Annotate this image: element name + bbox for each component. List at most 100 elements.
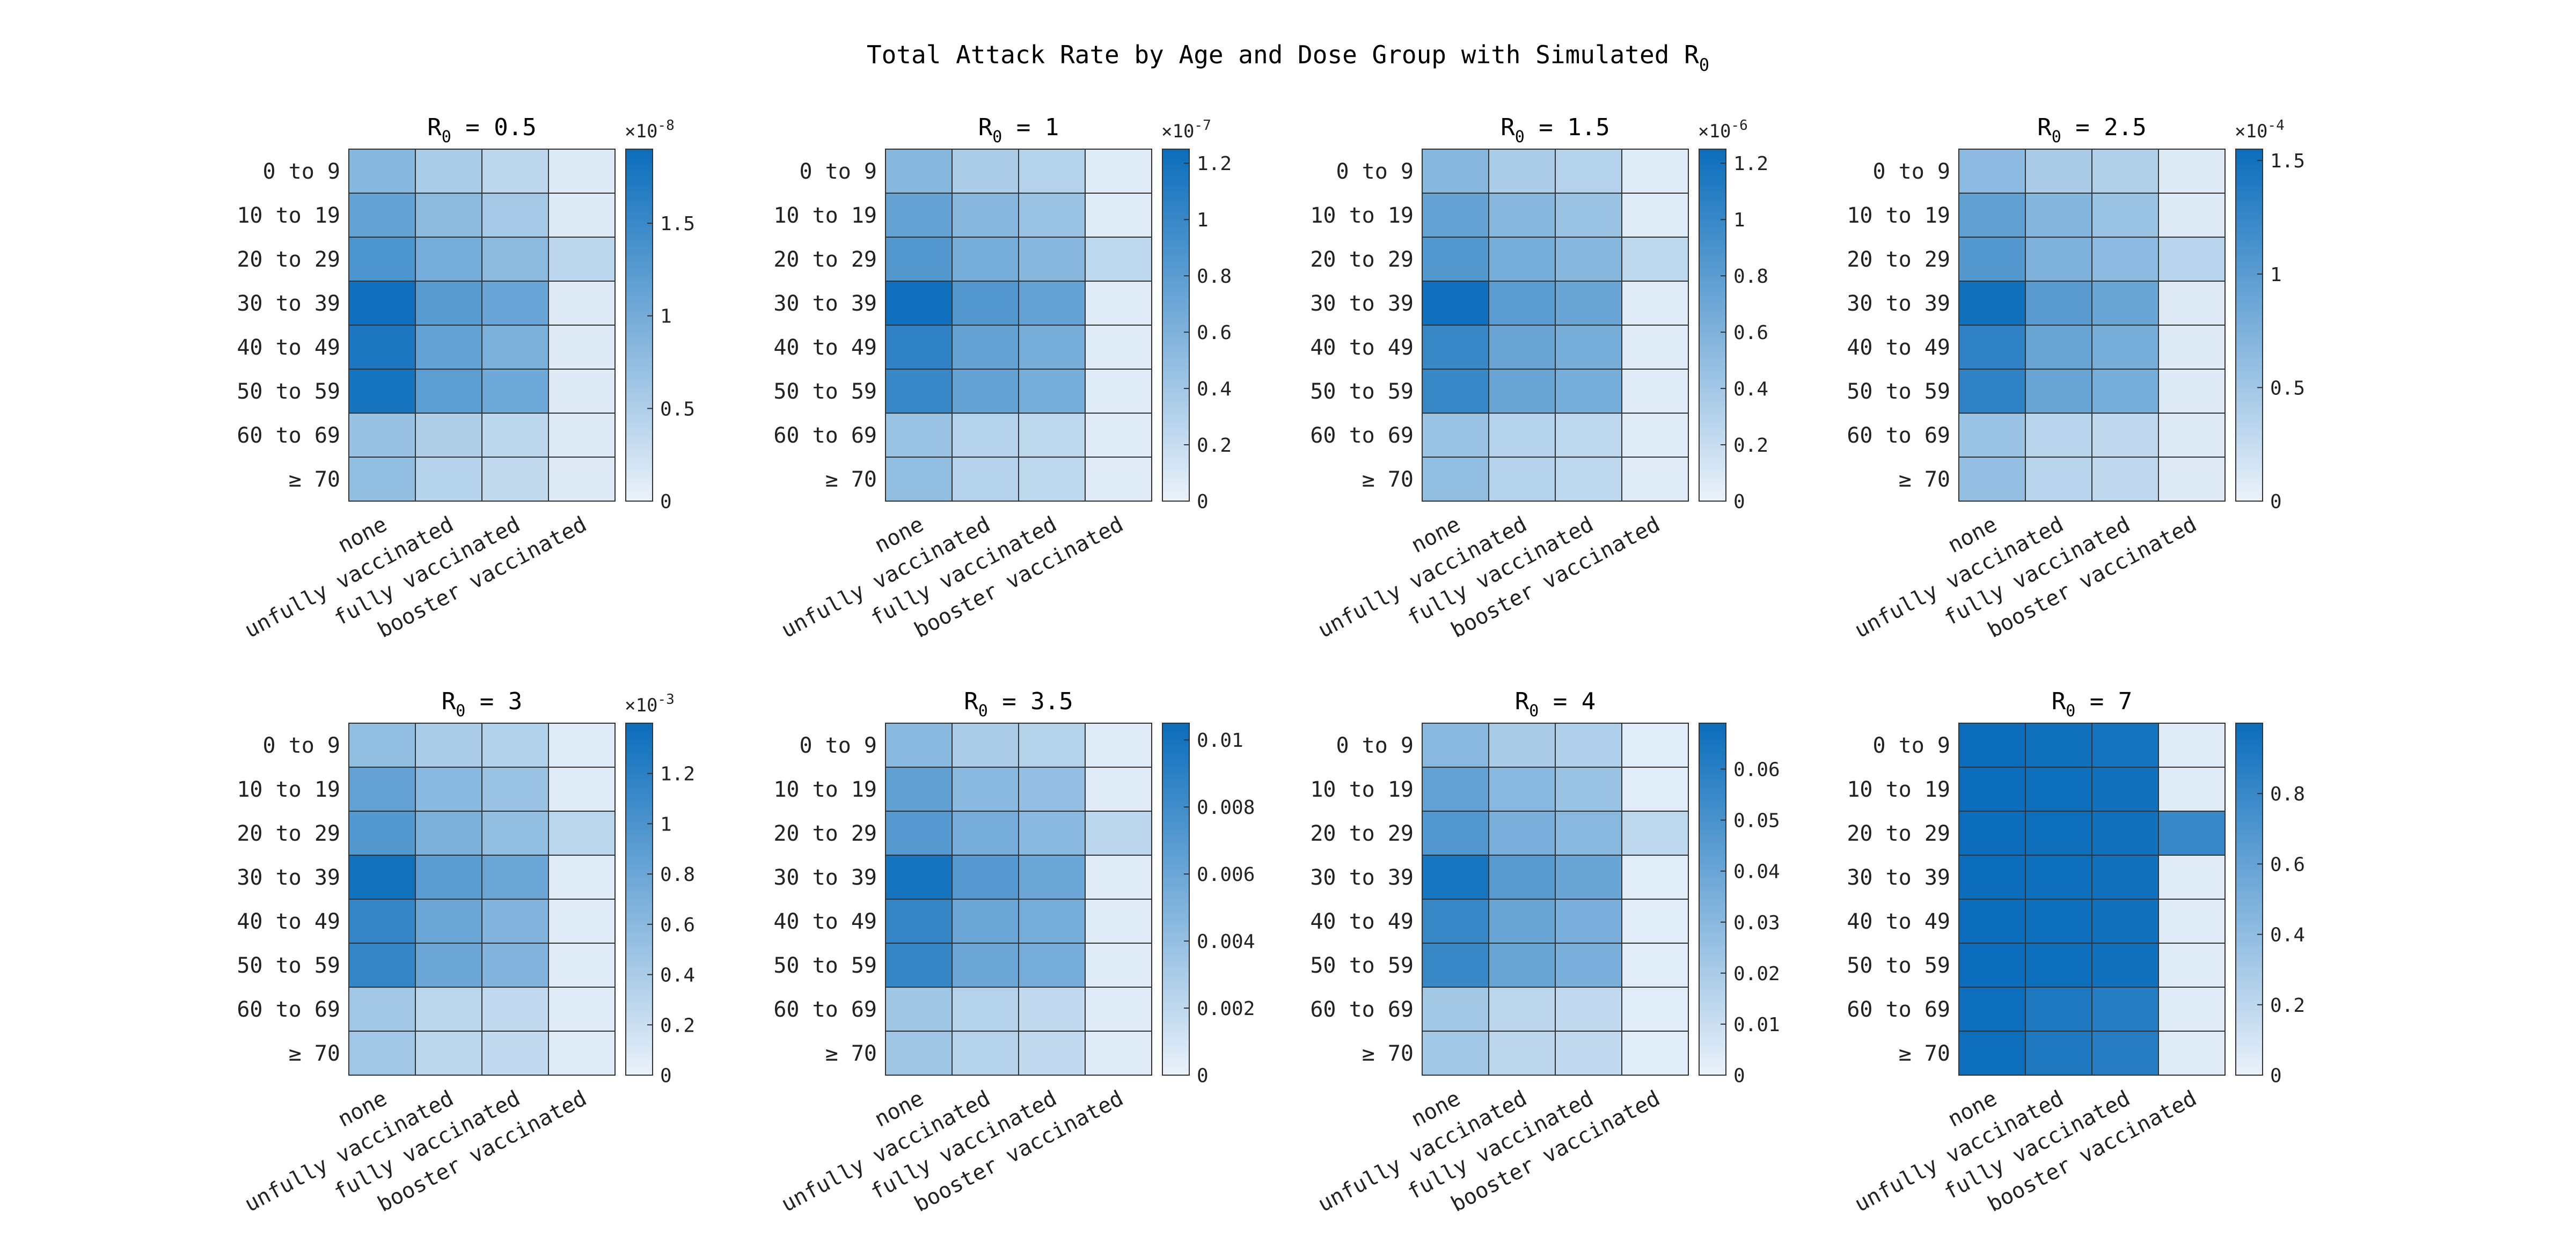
y-tick-label: 40 to 49: [1310, 909, 1414, 934]
heatmap-cell: [1488, 281, 1556, 326]
heatmap-cell: [2091, 811, 2159, 856]
heatmap-cell: [1958, 767, 2026, 812]
heatmap-cell: [2025, 281, 2092, 326]
y-tick-label: 30 to 39: [1847, 291, 1950, 316]
heatmap-cell: [548, 325, 616, 370]
colorbar: [1699, 723, 1726, 1076]
heatmap-cell: [1018, 943, 1086, 988]
heatmap-cell: [885, 855, 953, 900]
heatmap-cell: [1555, 193, 1622, 238]
heatmap-cell: [2025, 237, 2092, 282]
y-tick-label: ≥ 70: [289, 467, 340, 492]
y-tick-label: ≥ 70: [1362, 467, 1414, 492]
heatmap-cell: [348, 855, 416, 900]
heatmap-cell: [1958, 899, 2026, 944]
heatmap-cell: [1422, 149, 1489, 194]
heatmap-cell: [1488, 899, 1556, 944]
heatmap-cell: [2091, 767, 2159, 812]
heatmap-cell: [2158, 943, 2226, 988]
heatmap-cell: [548, 1031, 616, 1076]
heatmap-cell: [481, 281, 549, 326]
heatmap-cell: [2158, 193, 2226, 238]
colorbar-tick-label: 0.6: [1197, 322, 1232, 344]
heatmap-cell: [1018, 193, 1086, 238]
heatmap-cell: [1621, 855, 1689, 900]
panel-title-suffix: = 1.5: [1525, 114, 1610, 141]
heatmap-cell: [548, 899, 616, 944]
heatmap-cell: [415, 281, 482, 326]
heatmap-cell: [548, 987, 616, 1032]
heatmap-cell: [2158, 987, 2226, 1032]
heatmap-cell: [1958, 193, 2026, 238]
y-tick-label: 0 to 9: [800, 159, 877, 184]
heatmap-cell: [1621, 987, 1689, 1032]
heatmap-cell: [2158, 723, 2226, 768]
y-tick-label: 0 to 9: [1873, 159, 1951, 184]
panel-title: R0 = 4: [1515, 688, 1596, 721]
panel-title-prefix: R: [964, 688, 978, 715]
y-tick-label: 20 to 29: [1847, 247, 1950, 272]
heatmap-cell: [1488, 237, 1556, 282]
heatmap-cell: [348, 325, 416, 370]
y-tick-label: 20 to 29: [1310, 247, 1414, 272]
y-tick-label: 10 to 19: [773, 777, 877, 802]
heatmap-cell: [1018, 767, 1086, 812]
colorbar-tick-label: 0: [1197, 1065, 1209, 1087]
colorbar-tick-label: 0.002: [1197, 998, 1255, 1020]
y-tick-label: 0 to 9: [1873, 733, 1951, 758]
colorbar-tick-label: 1: [2270, 264, 2282, 286]
y-tick-label: 50 to 59: [237, 953, 340, 978]
y-tick-label: 30 to 39: [773, 291, 877, 316]
y-tick-label: 10 to 19: [237, 203, 340, 228]
heatmap-cell: [348, 943, 416, 988]
heatmap-cell: [1555, 723, 1622, 768]
heatmap-cell: [1422, 767, 1489, 812]
heatmap-cell: [2025, 723, 2092, 768]
heatmap-cell: [1488, 193, 1556, 238]
colorbar-exponent: ×10-3: [625, 692, 675, 716]
heatmap-cell: [481, 369, 549, 414]
heatmap-cell: [952, 723, 1019, 768]
colorbar-exponent-power: -7: [1194, 117, 1211, 134]
y-tick-label: ≥ 70: [1899, 1041, 1950, 1066]
y-tick-label: 40 to 49: [1847, 335, 1950, 360]
heatmap-cell: [1621, 369, 1689, 414]
heatmap-cell: [1018, 811, 1086, 856]
heatmap-cell: [415, 855, 482, 900]
y-tick-label: 20 to 29: [1310, 821, 1414, 846]
heatmap-cell: [2025, 457, 2092, 502]
heatmap-cell: [1621, 413, 1689, 458]
heatmap-cell: [1488, 767, 1556, 812]
colorbar-exponent-power: -4: [2267, 117, 2284, 134]
panel-title-subscript: 0: [992, 128, 1002, 146]
colorbar-tick-label: 0.004: [1197, 931, 1255, 953]
y-tick-label: 60 to 69: [773, 423, 877, 448]
y-tick-label: 40 to 49: [773, 335, 877, 360]
heatmap-cell: [885, 943, 953, 988]
heatmap-cell: [348, 899, 416, 944]
heatmap-cell: [1621, 325, 1689, 370]
y-tick-label: 50 to 59: [1847, 953, 1950, 978]
heatmap-cell: [2091, 899, 2159, 944]
heatmap-cell: [1488, 943, 1556, 988]
heatmap-cell: [952, 987, 1019, 1032]
heatmap-cell: [1085, 1031, 1152, 1076]
colorbar-exponent-power: -8: [657, 117, 674, 134]
colorbar-tick-label: 1: [1733, 209, 1745, 231]
y-tick-label: 60 to 69: [1310, 997, 1414, 1022]
heatmap-cell: [2091, 413, 2159, 458]
colorbar-tick-label: 0.01: [1733, 1014, 1780, 1036]
heatmap-cell: [1488, 369, 1556, 414]
heatmap-cell: [2091, 281, 2159, 326]
heatmap-cell: [1621, 1031, 1689, 1076]
heatmap-cell: [415, 1031, 482, 1076]
heatmap-cell: [548, 943, 616, 988]
heatmap-cell: [1958, 943, 2026, 988]
y-tick-label: 10 to 19: [1847, 777, 1950, 802]
heatmap-cell: [2091, 1031, 2159, 1076]
heatmap-cell: [1085, 281, 1152, 326]
